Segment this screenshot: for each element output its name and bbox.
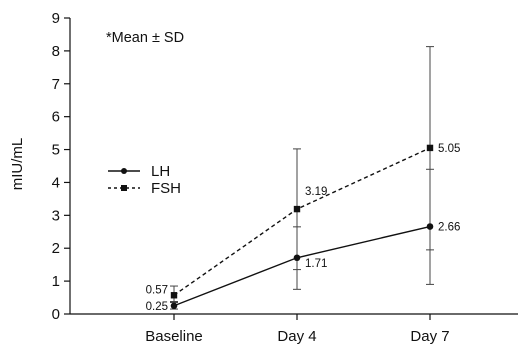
legend-label-lh: LH (151, 163, 170, 180)
data-point-fsh (170, 292, 178, 299)
data-point-fsh (293, 205, 301, 213)
series-lines (173, 147, 431, 307)
data-label-fsh: 0.57 (146, 284, 168, 296)
data-label-lh: 0.25 (146, 301, 168, 313)
chart-note: *Mean ± SD (106, 30, 184, 46)
y-tick-label: 8 (52, 43, 60, 60)
y-tick-label: 3 (52, 207, 60, 224)
data-points (170, 144, 434, 310)
legend-marker-lh (121, 168, 127, 174)
y-axis-title: mIU/mL (9, 138, 26, 191)
data-label-fsh: 5.05 (438, 143, 460, 155)
data-label-fsh: 3.19 (305, 186, 327, 198)
legend-label-fsh: FSH (151, 180, 181, 197)
data-label-lh: 1.71 (305, 258, 327, 270)
y-tick-label: 9 (52, 10, 60, 27)
data-point-lh (293, 254, 301, 262)
y-tick-label: 6 (52, 109, 60, 126)
series-line-lh (173, 225, 431, 307)
x-tick-label: Day 4 (277, 328, 316, 345)
data-point-fsh (426, 144, 434, 152)
y-tick-label: 7 (52, 76, 60, 93)
data-point-lh (170, 302, 178, 310)
series-line-fsh (173, 147, 431, 296)
y-tick-label: 0 (52, 306, 60, 323)
data-label-lh: 2.66 (438, 222, 460, 234)
y-tick-label: 5 (52, 142, 60, 159)
y-tick-label: 1 (52, 273, 60, 290)
x-tick-label: Baseline (145, 328, 203, 345)
data-point-lh (426, 223, 434, 230)
axes: 0 1 2 3 4 5 6 7 8 9 Baseline Day 4 Day 7 (52, 10, 518, 345)
y-tick-label: 4 (52, 174, 60, 191)
data-labels: 0.25 1.71 2.66 0.57 3.19 5.05 (146, 143, 461, 313)
x-tick-label: Day 7 (410, 328, 449, 345)
y-tick-label: 2 (52, 240, 60, 257)
legend-marker-fsh (121, 185, 127, 191)
